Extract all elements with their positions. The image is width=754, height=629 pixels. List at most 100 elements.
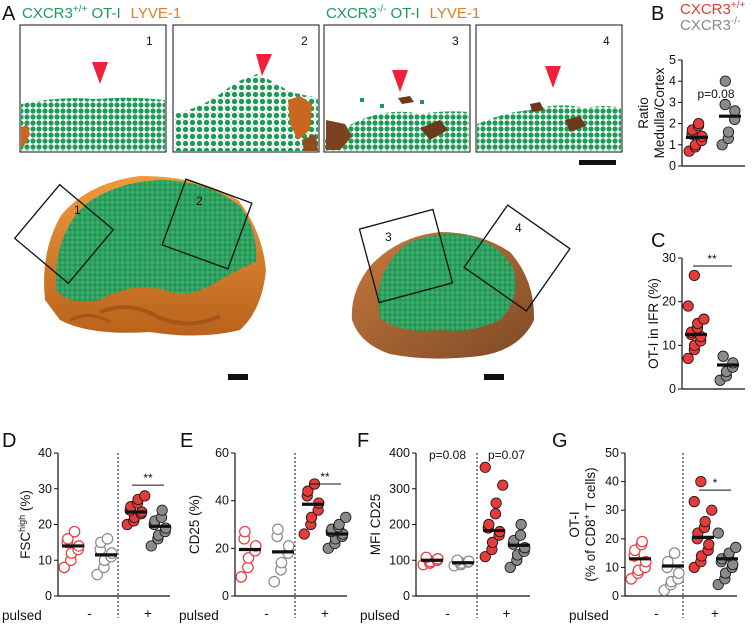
data-point bbox=[682, 352, 694, 365]
data-point bbox=[490, 497, 502, 509]
data-point bbox=[717, 350, 729, 362]
y-tick-label: 0 bbox=[669, 159, 676, 173]
data-point bbox=[333, 518, 345, 531]
p-value-annotation: p=0.08 bbox=[429, 448, 466, 462]
arrow-icon bbox=[256, 54, 272, 76]
data-point bbox=[272, 523, 284, 536]
y-tick-label: 60 bbox=[215, 446, 229, 460]
data-point bbox=[497, 479, 509, 491]
y-label-part: T cells) bbox=[583, 467, 598, 514]
data-point bbox=[101, 532, 114, 545]
x-category-label: - bbox=[445, 606, 450, 621]
x-category-label: - bbox=[87, 606, 92, 621]
data-point bbox=[268, 575, 281, 588]
data-point bbox=[722, 126, 735, 138]
left-title-lyve1: LYVE-1 bbox=[131, 5, 182, 22]
y-tick-label: 20 bbox=[605, 532, 619, 546]
data-point bbox=[695, 475, 707, 488]
y-axis-label-2: (% of CD8+ T cells) bbox=[582, 467, 598, 581]
data-point bbox=[489, 508, 502, 520]
data-point bbox=[515, 518, 527, 531]
data-point bbox=[703, 538, 715, 551]
box-label-1: 1 bbox=[74, 203, 81, 217]
y-label-part: (% of CD8 bbox=[583, 519, 598, 581]
y-tick-label: 20 bbox=[38, 518, 52, 532]
x-category-label: + bbox=[321, 606, 329, 621]
lymph-node-render-right: 3 4 bbox=[351, 204, 571, 359]
y-tick-label: 4 bbox=[669, 74, 676, 88]
y-axis-label: OT-I in IFR (%) bbox=[646, 278, 661, 369]
arrow-icon bbox=[92, 62, 108, 84]
right-title-cxcr3: CXCR3 bbox=[326, 5, 377, 22]
data-point bbox=[235, 571, 248, 583]
data-point bbox=[62, 532, 74, 545]
region-box-4 bbox=[463, 204, 571, 312]
panel-a-letter: A bbox=[2, 3, 16, 25]
y-axis-label: OT-I bbox=[567, 511, 582, 537]
data-point bbox=[105, 547, 118, 559]
y-tick-label: 40 bbox=[605, 475, 619, 489]
panel-e-letter: E bbox=[180, 430, 193, 452]
data-point bbox=[275, 556, 288, 569]
lymph-node-render-left: 1 2 bbox=[13, 176, 267, 336]
data-point bbox=[729, 105, 741, 117]
data-point bbox=[698, 313, 710, 325]
data-point bbox=[688, 269, 700, 282]
data-point bbox=[282, 540, 295, 552]
panel-a-left-title: CXCR3+/+ OT-I LYVE-1 bbox=[22, 4, 181, 22]
data-point bbox=[479, 551, 491, 563]
legend-ko-text: CXCR3 bbox=[680, 17, 731, 34]
left-title-ot1: OT-I bbox=[87, 5, 120, 22]
genotype-legend: CXCR3+/+ CXCR3-/- bbox=[680, 0, 745, 34]
legend-wt-text: CXCR3 bbox=[680, 1, 731, 18]
y-label-main: FSC bbox=[18, 532, 33, 559]
y-tick-label: 100 bbox=[389, 553, 410, 567]
right-title-ot1: OT-I bbox=[386, 5, 419, 22]
chart-e-cd25: 0 20 40 60 CD25 (%) pulsed - + ** bbox=[179, 446, 352, 623]
y-tick-label: 0 bbox=[612, 589, 619, 603]
data-point bbox=[719, 98, 731, 111]
data-point bbox=[242, 561, 254, 574]
data-point bbox=[693, 118, 705, 130]
y-axis-label: Medulla/Cortex bbox=[652, 67, 667, 158]
y-tick-label: 30 bbox=[662, 251, 676, 265]
data-point bbox=[636, 535, 648, 548]
zoom-panel-4: 4 bbox=[475, 24, 623, 153]
y-axis-label: MFI CD25 bbox=[368, 494, 383, 556]
zoom-panel-2: 2 bbox=[172, 24, 320, 153]
data-point bbox=[298, 528, 310, 540]
y-tick-label: 1 bbox=[669, 138, 676, 152]
p-value-annotation: p=0.08 bbox=[697, 87, 734, 101]
significance-annotation: * bbox=[713, 476, 718, 490]
y-tick-label: 200 bbox=[389, 518, 410, 532]
y-tick-label: 0 bbox=[222, 589, 229, 603]
significance-annotation: ** bbox=[320, 470, 330, 484]
data-point bbox=[145, 540, 157, 552]
x-category-label: + bbox=[711, 606, 719, 621]
data-point bbox=[340, 511, 352, 523]
chart-d-fsc-high: 0 10 20 30 40 FSChigh (%) pulsed - + ** bbox=[2, 446, 172, 623]
legend-ko-sup: -/- bbox=[731, 16, 740, 27]
zoom-label-1: 1 bbox=[146, 34, 153, 48]
y-tick-label: 0 bbox=[669, 382, 676, 396]
scale-bar bbox=[484, 374, 504, 380]
data-point bbox=[242, 552, 255, 564]
y-tick-label: 0 bbox=[45, 589, 52, 603]
data-point bbox=[682, 300, 694, 312]
y-tick-label: 50 bbox=[605, 446, 619, 460]
left-title-cxcr3: CXCR3 bbox=[22, 5, 73, 22]
significance-annotation: ** bbox=[143, 471, 153, 485]
x-category-label: + bbox=[144, 606, 152, 621]
significance-annotation: ** bbox=[707, 252, 717, 266]
zoom-panel-1: 1 bbox=[19, 24, 167, 153]
data-point bbox=[139, 490, 151, 502]
panel-b-letter: B bbox=[651, 3, 664, 25]
arrow-icon bbox=[392, 70, 408, 92]
legend-ko: CXCR3-/- bbox=[680, 16, 740, 34]
box-label-3: 3 bbox=[385, 230, 392, 244]
y-tick-label: 10 bbox=[605, 560, 619, 574]
box-label-2: 2 bbox=[196, 194, 203, 208]
